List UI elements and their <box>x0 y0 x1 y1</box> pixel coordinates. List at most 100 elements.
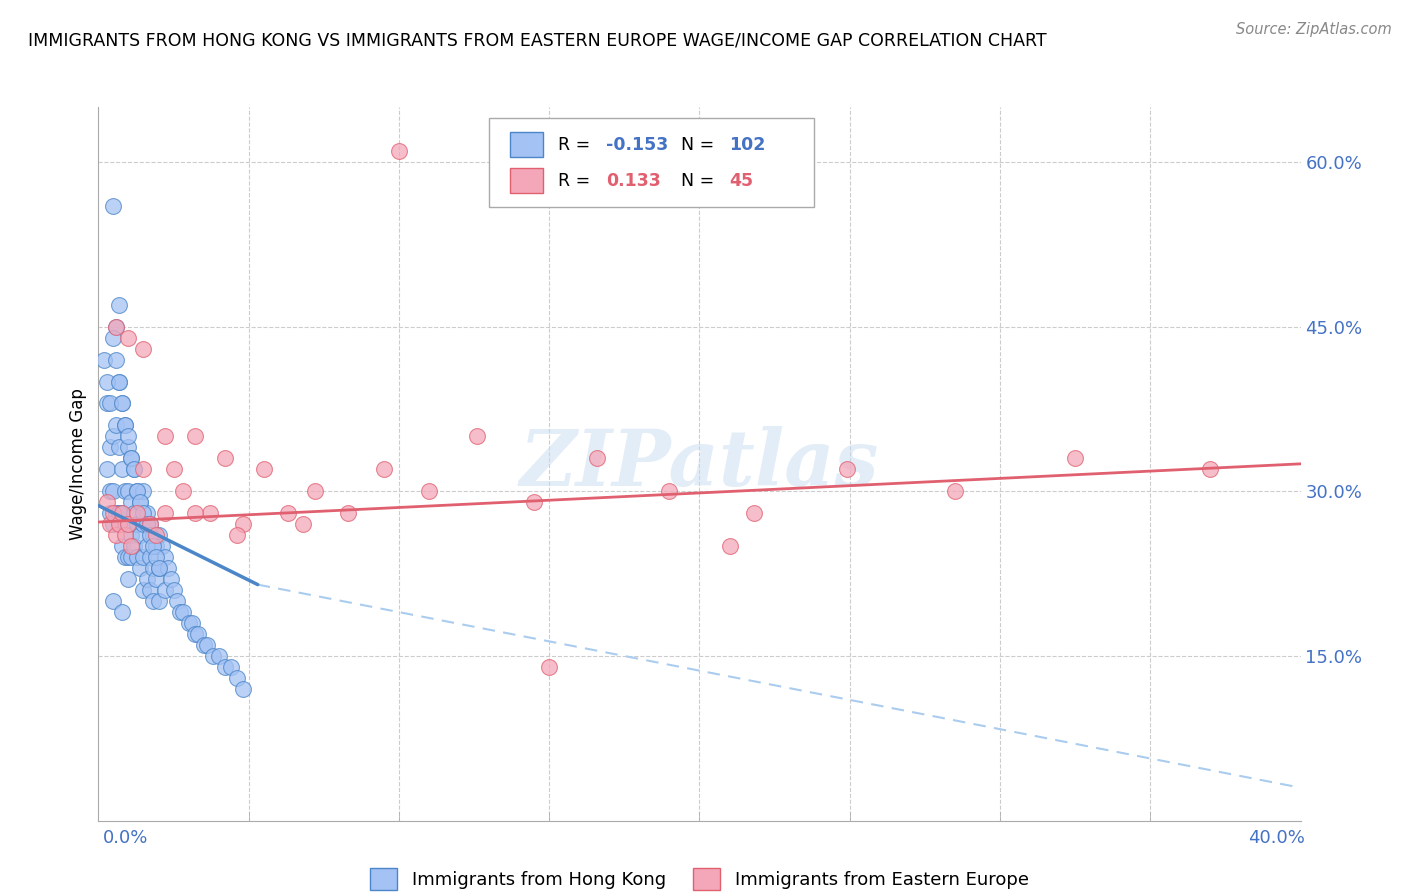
Point <box>100 441 122 455</box>
Point <box>127 506 149 520</box>
Point <box>225 671 247 685</box>
Y-axis label: Wage/Income Gap: Wage/Income Gap <box>69 388 87 540</box>
Point <box>538 660 561 674</box>
Point <box>105 319 128 334</box>
Point <box>138 517 160 532</box>
Point <box>132 342 155 356</box>
Point <box>253 462 276 476</box>
Point <box>336 506 359 520</box>
Point <box>201 648 224 663</box>
Point <box>114 550 136 565</box>
Bar <box>509 168 543 193</box>
Text: 40.0%: 40.0% <box>1249 829 1305 847</box>
Point <box>943 484 966 499</box>
Point <box>166 594 188 608</box>
Point <box>135 506 157 520</box>
Point <box>138 550 160 565</box>
Point <box>117 330 139 344</box>
Point <box>373 462 395 476</box>
Point <box>124 539 146 553</box>
Point <box>111 539 134 553</box>
Point <box>135 572 157 586</box>
Point <box>124 506 146 520</box>
Point <box>148 528 170 542</box>
Point <box>117 550 139 565</box>
Point <box>388 144 411 158</box>
Point <box>124 462 146 476</box>
Text: 45: 45 <box>730 171 754 189</box>
Point <box>127 550 149 565</box>
Point <box>172 605 194 619</box>
Point <box>180 615 202 630</box>
Text: Source: ZipAtlas.com: Source: ZipAtlas.com <box>1236 22 1392 37</box>
Point <box>304 484 326 499</box>
Point <box>108 375 131 389</box>
Point <box>103 594 125 608</box>
Point <box>129 561 152 575</box>
Point <box>132 583 155 598</box>
Point <box>153 583 176 598</box>
Point <box>114 484 136 499</box>
Point <box>132 550 155 565</box>
Point <box>129 528 152 542</box>
Point <box>103 429 125 443</box>
Text: ZIPatlas: ZIPatlas <box>520 425 879 502</box>
Point <box>108 506 131 520</box>
Point <box>148 594 170 608</box>
Point <box>117 572 139 586</box>
Point <box>114 517 136 532</box>
Point <box>150 539 173 553</box>
Point <box>105 352 128 367</box>
Point <box>138 517 160 532</box>
Point <box>132 517 155 532</box>
Bar <box>509 132 543 157</box>
Point <box>214 451 236 466</box>
Point <box>225 528 247 542</box>
Point <box>117 429 139 443</box>
Point <box>141 539 163 553</box>
Point <box>114 418 136 433</box>
Point <box>145 528 167 542</box>
Point <box>183 627 205 641</box>
Text: 0.0%: 0.0% <box>103 829 148 847</box>
Point <box>193 638 215 652</box>
Point <box>145 539 167 553</box>
Point <box>141 561 163 575</box>
Point <box>208 648 231 663</box>
Point <box>835 462 858 476</box>
Point <box>114 418 136 433</box>
Point <box>111 396 134 410</box>
Point <box>100 396 122 410</box>
Point <box>145 550 167 565</box>
Point <box>111 506 134 520</box>
Point <box>177 615 200 630</box>
Text: -0.153: -0.153 <box>606 136 668 153</box>
Text: 0.133: 0.133 <box>606 171 661 189</box>
Text: 102: 102 <box>730 136 766 153</box>
Point <box>135 517 157 532</box>
Point <box>658 484 681 499</box>
Point <box>586 451 609 466</box>
Point <box>105 528 128 542</box>
Point <box>111 396 134 410</box>
Point <box>162 583 184 598</box>
Text: R =: R = <box>558 171 595 189</box>
Point <box>1064 451 1087 466</box>
Point <box>105 319 128 334</box>
Point <box>141 528 163 542</box>
Point <box>96 375 118 389</box>
Point <box>198 506 221 520</box>
Point <box>132 462 155 476</box>
Point <box>232 681 254 696</box>
Point <box>117 484 139 499</box>
Point <box>108 375 131 389</box>
Point <box>117 517 139 532</box>
Point <box>153 429 176 443</box>
Point <box>117 441 139 455</box>
Point <box>105 506 128 520</box>
Point <box>100 517 122 532</box>
Text: N =: N = <box>682 136 720 153</box>
Point <box>277 506 299 520</box>
Point <box>148 561 170 575</box>
Point <box>291 517 314 532</box>
